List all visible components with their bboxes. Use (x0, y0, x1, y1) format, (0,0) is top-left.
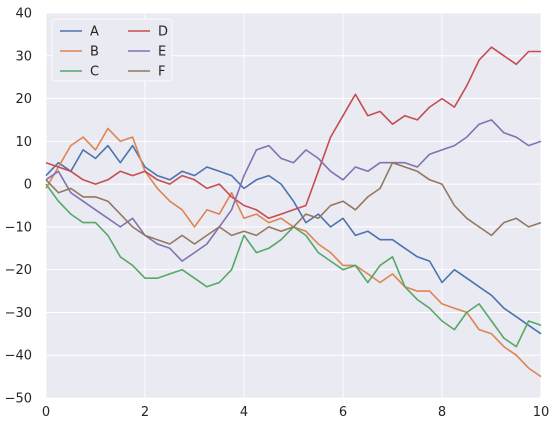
legend-label: B (90, 45, 99, 60)
legend-item-d[interactable]: D (128, 25, 168, 40)
legend-item-a[interactable]: A (60, 25, 99, 40)
y-tick-label: 10 (15, 135, 32, 150)
x-tick-label: 6 (339, 405, 347, 420)
legend-item-c[interactable]: C (60, 65, 99, 80)
x-tick-label: 2 (141, 405, 149, 420)
x-tick-label: 8 (438, 405, 446, 420)
legend-label: D (158, 25, 168, 40)
legend-item-b[interactable]: B (60, 45, 99, 60)
legend-item-e[interactable]: E (128, 45, 166, 60)
y-tick-label: 30 (15, 49, 32, 64)
legend[interactable]: ABC DEF (51, 18, 173, 82)
x-tick-label: 10 (533, 405, 550, 420)
series-line-d (45, 46, 541, 220)
y-tick-label: −10 (5, 220, 32, 235)
legend-box (51, 18, 173, 82)
legend-item-f[interactable]: F (128, 65, 165, 80)
y-tick-label: −40 (5, 349, 32, 364)
legend-label: F (158, 65, 165, 80)
x-tick-label: 4 (240, 405, 248, 420)
y-tick-label: 40 (15, 7, 32, 22)
y-tick-label: 20 (15, 92, 32, 107)
legend-label: C (90, 65, 99, 80)
series-line-f (45, 161, 542, 245)
legend-label: A (90, 25, 99, 40)
legend-label: E (158, 45, 166, 60)
y-tick-label: −30 (5, 306, 32, 321)
series-lines (45, 46, 542, 378)
y-tick-label: −50 (5, 392, 32, 407)
x-axis: 0 2 4 6 8 10 (42, 405, 549, 420)
x-tick-label: 0 (42, 405, 50, 420)
series-line-e (45, 119, 542, 262)
y-axis: −50 −40 −30 −20 −10 0 10 20 30 40 (5, 7, 32, 407)
y-tick-label: −20 (5, 263, 32, 278)
y-tick-label: 0 (24, 178, 32, 193)
series-line-a (45, 144, 542, 335)
